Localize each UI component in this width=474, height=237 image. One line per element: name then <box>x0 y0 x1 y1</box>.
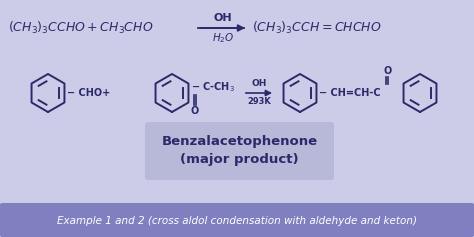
Text: OH: OH <box>251 79 267 88</box>
Text: Benzalacetophenone: Benzalacetophenone <box>162 136 318 149</box>
Text: − C-CH$_3$: − C-CH$_3$ <box>191 80 235 94</box>
Text: − CH=CH-C: − CH=CH-C <box>319 88 381 98</box>
Text: (major product): (major product) <box>180 154 299 167</box>
Text: Example 1 and 2 (cross aldol condensation with aldehyde and keton): Example 1 and 2 (cross aldol condensatio… <box>57 216 417 226</box>
Text: $H_2O$: $H_2O$ <box>212 31 234 45</box>
Text: $(CH_3)_3CCH= CHCHO$: $(CH_3)_3CCH= CHCHO$ <box>252 20 382 36</box>
Text: O: O <box>384 66 392 76</box>
Text: − CHO+: − CHO+ <box>67 88 110 98</box>
FancyBboxPatch shape <box>145 122 334 180</box>
FancyBboxPatch shape <box>0 203 474 237</box>
Text: O: O <box>191 106 199 116</box>
Text: OH: OH <box>214 13 232 23</box>
Text: $(CH_3)_3CCHO + CH_3CHO$: $(CH_3)_3CCHO + CH_3CHO$ <box>8 20 154 36</box>
Text: 293K: 293K <box>247 96 271 105</box>
